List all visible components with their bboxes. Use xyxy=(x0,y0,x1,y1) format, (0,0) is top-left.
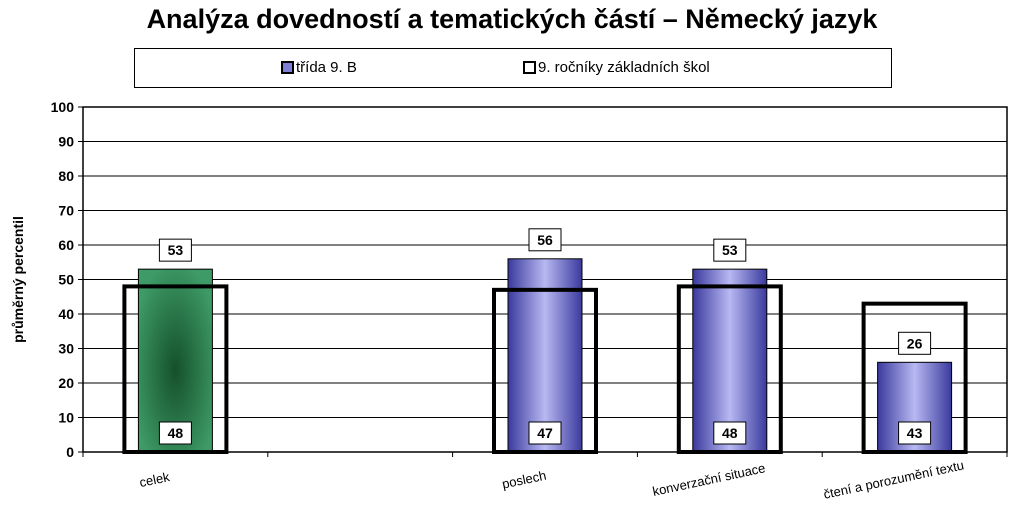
legend: třída 9. B 9. ročníky základních škol xyxy=(134,48,892,88)
data-label-schools-2: 47 xyxy=(537,425,553,441)
data-label-class-3: 53 xyxy=(722,242,738,258)
bar-schools-2 xyxy=(492,287,598,454)
x-tick-label-4: čtení a porozumění textu xyxy=(822,457,965,501)
data-label-box-class-0 xyxy=(158,238,192,262)
x-tick-label-0: celek xyxy=(138,469,171,490)
legend-label-class: třída 9. B xyxy=(296,59,357,76)
y-tick-label-60: 60 xyxy=(58,237,74,253)
data-label-schools-0: 48 xyxy=(168,425,184,441)
data-label-class-2: 56 xyxy=(537,232,553,248)
y-tick-label-40: 40 xyxy=(58,306,74,322)
y-tick-label-20: 20 xyxy=(58,375,74,391)
data-label-box-schools-3 xyxy=(713,421,747,445)
x-tick-label-2: poslech xyxy=(501,468,548,492)
data-label-box-schools-2 xyxy=(528,421,562,445)
chart-title: Analýza dovedností a tematických částí –… xyxy=(146,4,878,34)
data-label-box-class-2 xyxy=(528,228,562,252)
legend-swatch-schools xyxy=(523,61,536,74)
data-label-class-0: 53 xyxy=(168,242,184,258)
data-label-box-class-4 xyxy=(898,331,932,355)
data-label-box-class-3 xyxy=(713,238,747,262)
x-tick-label-3: konverzační situace xyxy=(651,460,767,499)
y-tick-label-100: 100 xyxy=(51,99,75,115)
data-label-schools-3: 48 xyxy=(722,425,738,441)
y-tick-label-50: 50 xyxy=(58,272,74,288)
legend-label-schools: 9. ročníky základních škol xyxy=(538,59,710,76)
legend-swatch-class xyxy=(281,61,294,74)
data-label-box-schools-4 xyxy=(898,421,932,445)
data-label-schools-4: 43 xyxy=(907,425,923,441)
legend-item-class: třída 9. B xyxy=(281,59,357,76)
bar-schools-3 xyxy=(676,284,783,454)
bar-schools-4 xyxy=(861,301,968,454)
data-label-box-schools-0 xyxy=(158,421,192,445)
y-tick-label-70: 70 xyxy=(58,203,74,219)
y-axis-label: průměrný percentil xyxy=(10,216,26,343)
y-tick-label-30: 30 xyxy=(58,341,74,357)
y-tick-label-80: 80 xyxy=(58,168,74,184)
data-label-class-4: 26 xyxy=(907,335,923,351)
y-tick-label-10: 10 xyxy=(58,410,74,426)
y-tick-label-0: 0 xyxy=(66,444,74,460)
y-tick-label-90: 90 xyxy=(58,134,74,150)
legend-item-schools: 9. ročníky základních škol xyxy=(523,59,710,76)
bar-schools-0 xyxy=(122,284,229,454)
